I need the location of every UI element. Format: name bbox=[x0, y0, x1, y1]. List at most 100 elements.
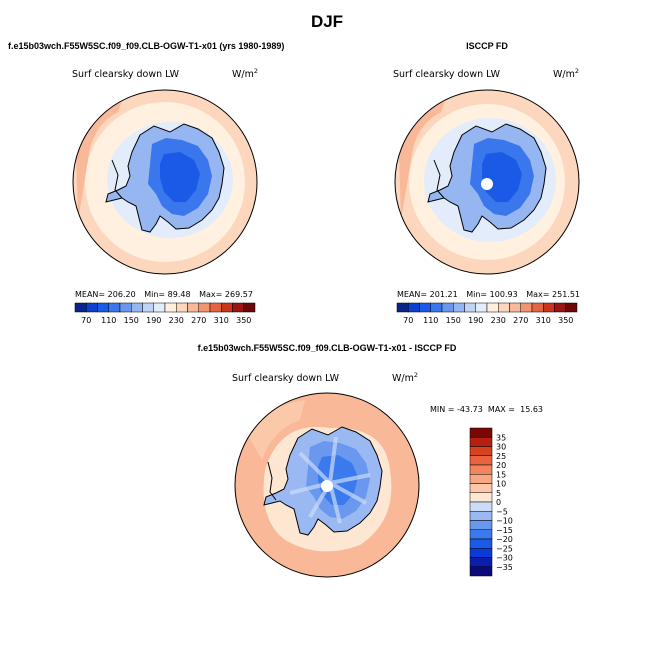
panel-diff-polar-map bbox=[235, 393, 419, 577]
panel-model-max-label: Max= bbox=[199, 290, 222, 299]
colorbar-swatch bbox=[430, 302, 443, 313]
colorbar-swatch bbox=[131, 302, 143, 313]
colorbar-tick-label: 190 bbox=[146, 316, 161, 325]
peninsula-coast bbox=[111, 159, 123, 199]
colorbar-tick-label: 35 bbox=[496, 433, 506, 442]
colorbar-swatch bbox=[469, 538, 493, 549]
colorbar-swatch bbox=[209, 302, 222, 313]
colorbar-swatch bbox=[469, 548, 493, 558]
colorbar-swatch bbox=[119, 302, 132, 313]
colorbar-swatch bbox=[509, 302, 521, 313]
colorbar-swatch bbox=[198, 302, 211, 313]
panel-diff: f.e15b03wch.F55W5SC.f09_f09.CLB-OGW-T1-x… bbox=[198, 343, 543, 578]
colorbar-tick-label: −5 bbox=[496, 507, 508, 516]
colorbar-tick-label: 310 bbox=[536, 316, 551, 325]
colorbar-swatch bbox=[520, 302, 533, 313]
panel-obs-max-label: Max= bbox=[526, 290, 549, 299]
colorbar-swatch bbox=[469, 520, 493, 530]
colorbar-swatch bbox=[486, 302, 499, 313]
colorbar-swatch bbox=[164, 302, 177, 313]
panel-model-map-border bbox=[72, 89, 258, 275]
panel-model-max: 269.57 bbox=[225, 290, 253, 299]
colorbar-swatch bbox=[475, 302, 488, 313]
colorbar-swatch bbox=[176, 302, 188, 313]
colorbar-swatch bbox=[543, 302, 555, 313]
panel-obs-variable-label: Surf clearsky down LW bbox=[393, 69, 501, 80]
panel-model-min-label: Min= bbox=[144, 290, 165, 299]
panel-obs-map-border bbox=[394, 89, 580, 275]
peninsula-coast bbox=[267, 461, 277, 501]
colorbar-swatch bbox=[97, 302, 109, 313]
panel-obs-min: 100.93 bbox=[490, 290, 518, 299]
panel-model-colorbar: 70 110 150 190 230 270 310 350 bbox=[74, 302, 256, 325]
colorbar-swatch bbox=[469, 511, 493, 521]
colorbar-tick-label: 350 bbox=[558, 316, 573, 325]
panel-model-stats: MEAN= 206.20 Min= 89.48 Max= 269.57 bbox=[75, 290, 253, 299]
panel-model-min: 89.48 bbox=[168, 290, 191, 299]
panel-obs-mean: 201.21 bbox=[430, 290, 458, 299]
colorbar-swatch bbox=[453, 302, 465, 313]
colorbar-swatch bbox=[469, 474, 493, 484]
colorbar-swatch bbox=[441, 302, 454, 313]
colorbar-swatch bbox=[243, 302, 256, 313]
panel-obs-units-exp: 2 bbox=[575, 67, 579, 75]
colorbar-swatch bbox=[396, 302, 409, 313]
colorbar-tick-label: −35 bbox=[496, 563, 513, 572]
panel-obs-case-label: ISCCP FD bbox=[466, 41, 508, 51]
colorbar-swatch bbox=[153, 302, 166, 313]
panel-obs-units-label: W/m2 bbox=[553, 67, 579, 80]
colorbar-tick-label: 230 bbox=[169, 316, 184, 325]
colorbar-tick-label: 110 bbox=[101, 316, 116, 325]
colorbar-swatch bbox=[469, 437, 493, 447]
colorbar-tick-label: 190 bbox=[468, 316, 483, 325]
colorbar-tick-label: −10 bbox=[496, 517, 513, 526]
panel-diff-map-border bbox=[234, 392, 420, 578]
colorbar-swatch bbox=[86, 302, 98, 313]
colorbar-tick-label: 230 bbox=[491, 316, 506, 325]
colorbar-swatch bbox=[498, 302, 510, 313]
panel-obs-min-label: Min= bbox=[466, 290, 487, 299]
colorbar-tick-label: 150 bbox=[124, 316, 139, 325]
colorbar-swatch bbox=[469, 501, 493, 512]
panel-diff-variable-label: Surf clearsky down LW bbox=[232, 373, 340, 384]
colorbar-tick-label: 70 bbox=[403, 316, 413, 325]
colorbar-swatch bbox=[554, 302, 566, 313]
panel-diff-units-exp: 2 bbox=[414, 371, 418, 379]
colorbar-tick-label: 15 bbox=[496, 470, 506, 479]
colorbar-swatch bbox=[565, 302, 578, 313]
colorbar-swatch bbox=[74, 302, 87, 313]
figure-title: DJF bbox=[311, 12, 343, 31]
panel-obs-colorbar: 70 110 150 190 230 270 310 350 bbox=[396, 302, 578, 325]
ocean-warm-sector bbox=[245, 400, 305, 460]
panel-obs-polar-map bbox=[395, 90, 579, 274]
colorbar-tick-label: 25 bbox=[496, 452, 506, 461]
panel-model: f.e15b03wch.F55W5SC.f09_f09.CLB-OGW-T1-x… bbox=[8, 41, 284, 325]
colorbar-swatch bbox=[469, 483, 493, 493]
panel-model-mean-label: MEAN= bbox=[75, 290, 105, 299]
colorbar-swatch bbox=[469, 566, 493, 577]
colorbar-tick-label: 350 bbox=[236, 316, 251, 325]
colorbar-swatch bbox=[221, 302, 233, 313]
colorbar-tick-label: −20 bbox=[496, 535, 513, 544]
colorbar-tick-label: 270 bbox=[513, 316, 528, 325]
colorbar-swatch bbox=[142, 302, 154, 313]
colorbar-swatch bbox=[108, 302, 121, 313]
colorbar-tick-label: 270 bbox=[191, 316, 206, 325]
colorbar-swatch bbox=[469, 446, 493, 456]
colorbar-tick-label: 0 bbox=[496, 498, 501, 507]
colorbar-tick-label: 30 bbox=[496, 443, 506, 452]
colorbar-tick-label: 20 bbox=[496, 461, 506, 470]
panel-obs: ISCCP FD Surf clearsky down LW W/m2 MEAN… bbox=[393, 41, 580, 325]
panel-model-units: W/m bbox=[232, 69, 254, 80]
colorbar-tick-label: 110 bbox=[423, 316, 438, 325]
colorbar-swatch bbox=[419, 302, 431, 313]
panel-obs-max: 251.51 bbox=[552, 290, 580, 299]
panel-model-mean: 206.20 bbox=[108, 290, 136, 299]
panel-diff-units: W/m bbox=[392, 373, 414, 384]
colorbar-swatch bbox=[531, 302, 544, 313]
colorbar-swatch bbox=[469, 529, 493, 540]
panel-diff-stats: MIN = -43.73 MAX = 15.63 bbox=[430, 405, 543, 414]
panel-model-units-exp: 2 bbox=[254, 67, 258, 75]
